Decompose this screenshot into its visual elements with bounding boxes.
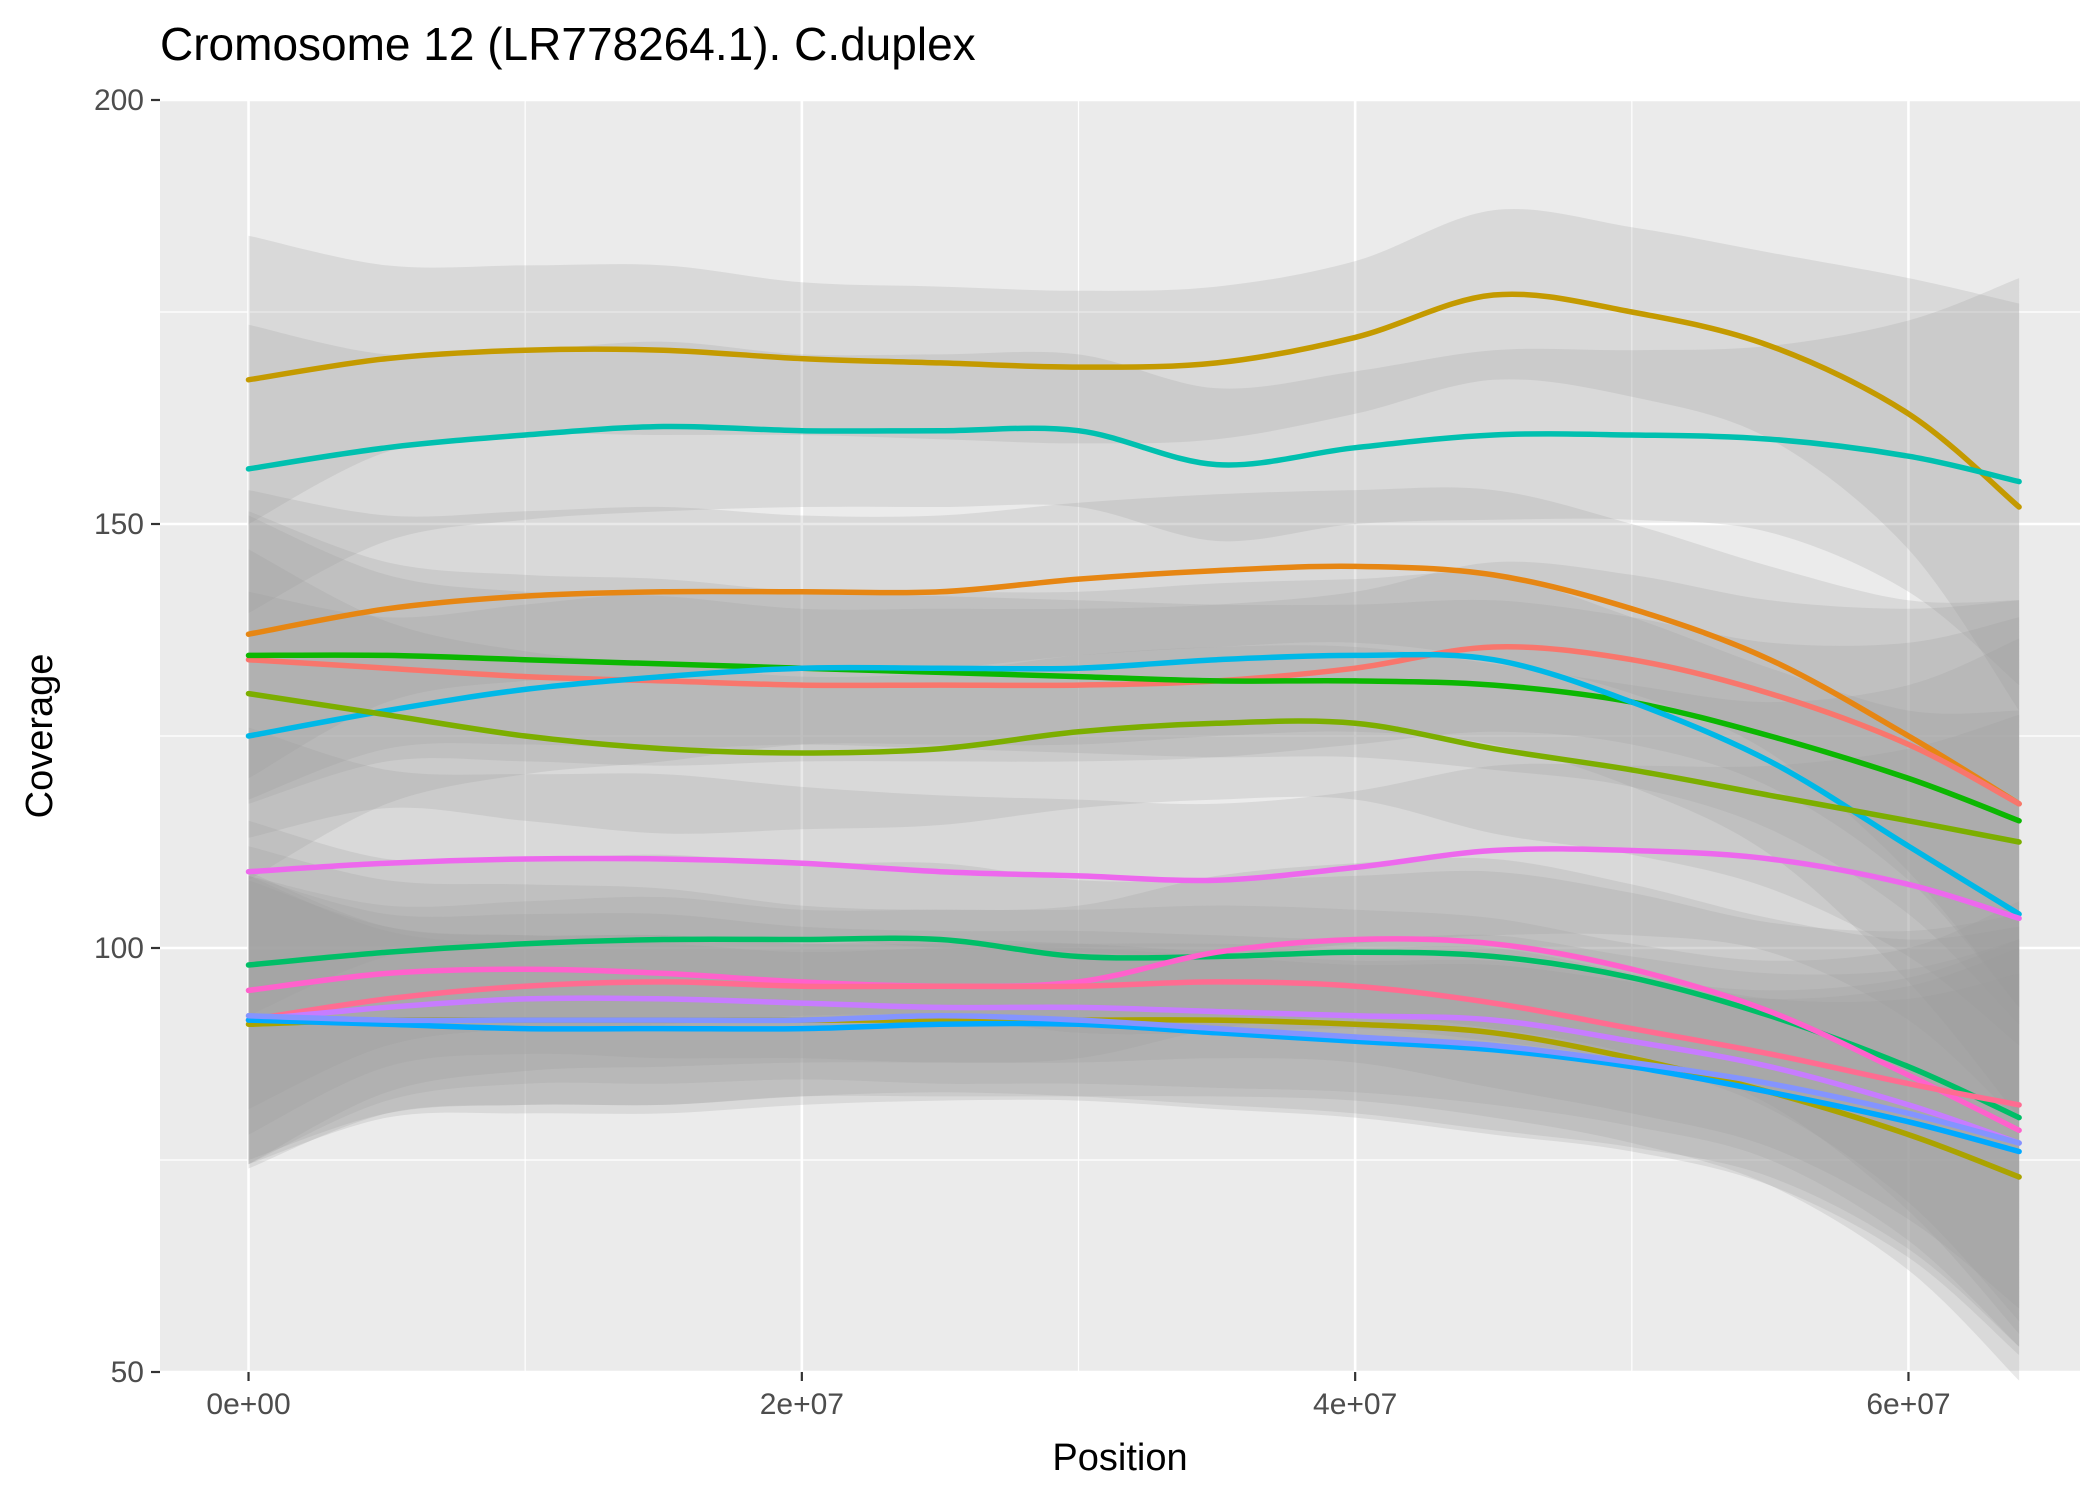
x-tick-label: 0e+00 xyxy=(206,1388,290,1421)
series-line-11 xyxy=(245,979,2022,1108)
series-line-7 xyxy=(245,690,2022,845)
series-line-12 xyxy=(245,995,2022,1146)
series-lines xyxy=(245,291,2022,1180)
x-tick-label: 2e+07 xyxy=(760,1388,844,1421)
series-line-8 xyxy=(245,846,2022,922)
series-line-4 xyxy=(245,644,2022,807)
ci-ribbon-5 xyxy=(248,511,2020,1025)
ci-ribbon-8 xyxy=(248,714,2020,1122)
y-tick-label: 200 xyxy=(94,84,144,117)
x-axis-title: Position xyxy=(1052,1437,1187,1479)
series-line-6 xyxy=(245,651,2022,917)
ci-ribbon-13 xyxy=(248,880,2020,1381)
y-tick-label: 100 xyxy=(94,932,144,965)
ci-ribbon-15 xyxy=(248,871,2020,1347)
ci-ribbon-12 xyxy=(248,875,2020,1347)
series-line-1 xyxy=(245,291,2022,510)
ci-ribbon-2 xyxy=(248,278,2020,686)
ci-ribbon-6 xyxy=(248,572,2020,1118)
y-axis-title: Coverage xyxy=(19,654,61,819)
ci-ribbon-14 xyxy=(248,875,2020,1355)
chart-title: Cromosome 12 (LR778264.1). C.duplex xyxy=(160,18,976,70)
ci-ribbon-1 xyxy=(248,209,2020,711)
y-axis: 50 100 150 200 xyxy=(94,84,160,1389)
x-axis: 0e+00 2e+07 4e+07 6e+07 xyxy=(206,1372,1951,1421)
minor-gridlines xyxy=(160,100,2080,1372)
y-tick-label: 150 xyxy=(94,508,144,541)
series-line-2 xyxy=(245,423,2022,485)
series-line-10 xyxy=(245,936,2022,1134)
series-line-3 xyxy=(245,563,2022,807)
y-tick-label: 50 xyxy=(111,1356,144,1389)
ci-ribbon-9 xyxy=(248,820,2020,1322)
series-line-9 xyxy=(245,935,2022,1121)
ci-ribbon-4 xyxy=(248,515,2020,1008)
ci-ribbon-3 xyxy=(248,487,2020,1008)
x-tick-label: 4e+07 xyxy=(1313,1388,1397,1421)
series-line-14 xyxy=(245,1017,2022,1155)
x-tick-label: 6e+07 xyxy=(1866,1388,1950,1421)
series-line-15 xyxy=(245,1013,2022,1146)
series-line-5 xyxy=(245,652,2022,824)
